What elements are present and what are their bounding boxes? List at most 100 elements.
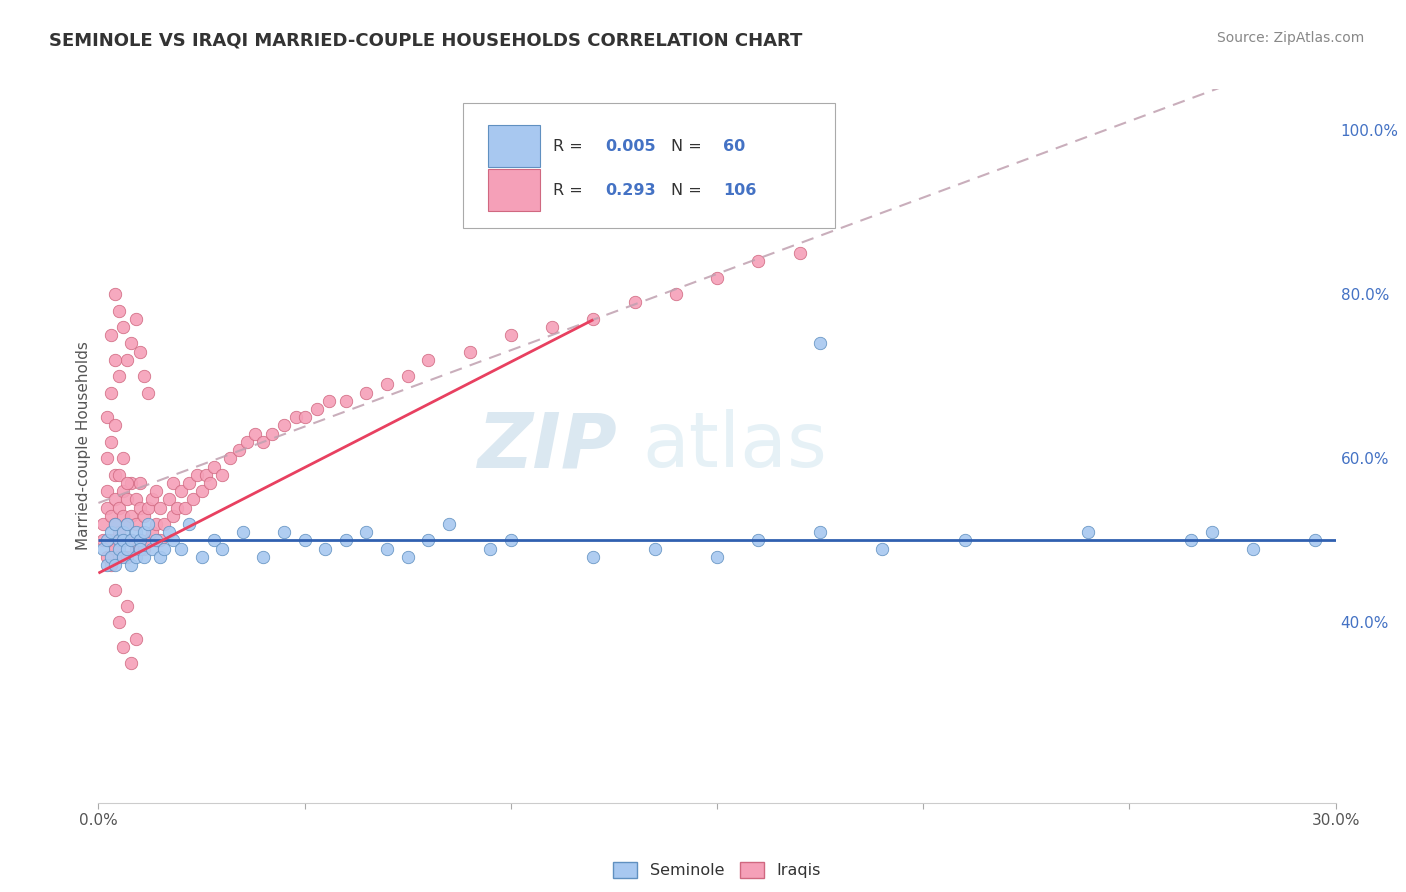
Point (170, 484, 193, 499)
Point (747, 533, 769, 548)
Point (96, 500, 118, 515)
Point (170, 541, 193, 556)
Point (458, 344, 481, 359)
Point (124, 541, 146, 556)
Point (396, 549, 419, 564)
Point (120, 508, 142, 523)
Point (117, 599, 139, 613)
Point (318, 393, 340, 408)
Point (335, 393, 357, 408)
Point (100, 549, 122, 564)
Point (953, 533, 976, 548)
Point (120, 336, 142, 351)
Point (808, 525, 831, 540)
Point (117, 516, 139, 531)
Point (128, 533, 150, 548)
Point (91, 541, 114, 556)
Y-axis label: Married-couple Households: Married-couple Households (76, 342, 91, 550)
Point (194, 467, 217, 482)
Point (1077, 525, 1099, 540)
Point (104, 418, 127, 433)
Point (108, 525, 131, 540)
Point (112, 533, 135, 548)
Text: R =: R = (553, 138, 588, 153)
Point (335, 533, 357, 548)
Point (108, 541, 131, 556)
Point (149, 500, 172, 515)
Point (243, 426, 266, 441)
Point (437, 516, 460, 531)
Point (120, 558, 142, 572)
Point (108, 615, 131, 630)
Point (112, 484, 135, 499)
Point (120, 475, 142, 490)
Point (91, 516, 114, 531)
Point (870, 541, 893, 556)
Point (141, 492, 163, 507)
Point (100, 508, 122, 523)
Point (124, 549, 146, 564)
Point (132, 369, 155, 384)
Point (375, 377, 398, 392)
Point (132, 508, 155, 523)
Point (120, 533, 142, 548)
Point (104, 287, 127, 301)
Point (104, 558, 127, 572)
Text: N =: N = (671, 138, 707, 153)
Text: 106: 106 (723, 183, 756, 198)
Point (375, 541, 398, 556)
Point (100, 558, 122, 572)
Point (198, 475, 221, 490)
Point (141, 541, 163, 556)
Text: Source: ZipAtlas.com: Source: ZipAtlas.com (1216, 31, 1364, 45)
FancyBboxPatch shape (488, 125, 540, 167)
Point (149, 533, 172, 548)
Point (104, 492, 127, 507)
Point (157, 525, 180, 540)
Point (128, 344, 150, 359)
Point (252, 434, 274, 449)
Point (104, 467, 127, 482)
Point (104, 352, 127, 367)
Point (100, 525, 122, 540)
Point (202, 533, 225, 548)
Point (96, 549, 118, 564)
Point (273, 525, 295, 540)
Point (100, 385, 122, 400)
Point (356, 385, 378, 400)
Point (117, 475, 139, 490)
Point (100, 434, 122, 449)
Point (190, 484, 212, 499)
Point (145, 533, 167, 548)
Point (136, 500, 159, 515)
Point (418, 533, 440, 548)
Point (136, 516, 159, 531)
Point (1201, 525, 1223, 540)
Point (117, 541, 139, 556)
Point (706, 270, 728, 285)
Point (132, 549, 155, 564)
Point (132, 541, 155, 556)
Point (96, 558, 118, 572)
Point (294, 533, 316, 548)
Point (136, 385, 159, 400)
Point (96, 533, 118, 548)
Point (314, 541, 336, 556)
Point (162, 508, 184, 523)
Text: SEMINOLE VS IRAQI MARRIED-COUPLE HOUSEHOLDS CORRELATION CHART: SEMINOLE VS IRAQI MARRIED-COUPLE HOUSEHO… (49, 31, 803, 49)
Text: ZIP: ZIP (478, 409, 619, 483)
Point (145, 484, 167, 499)
Point (108, 533, 131, 548)
Point (665, 287, 688, 301)
Point (706, 549, 728, 564)
Point (479, 541, 502, 556)
Point (124, 516, 146, 531)
Point (396, 369, 419, 384)
Point (112, 640, 135, 654)
Point (104, 516, 127, 531)
Point (149, 549, 172, 564)
Point (186, 467, 208, 482)
Point (1303, 533, 1326, 548)
Point (202, 459, 225, 474)
Point (305, 402, 328, 417)
